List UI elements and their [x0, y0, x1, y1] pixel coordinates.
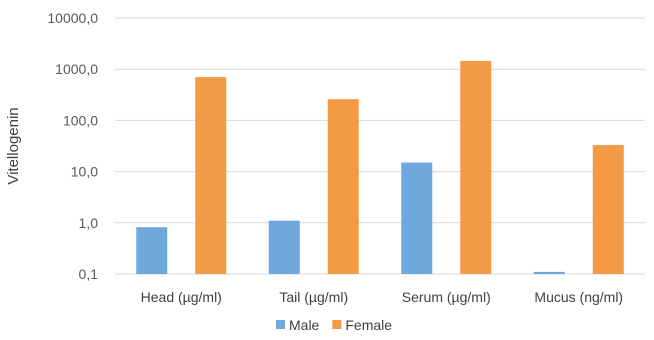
bar-female-2 — [327, 99, 359, 274]
x-category-label: Tail (µg/ml) — [279, 289, 348, 305]
gridlines — [115, 17, 645, 275]
legend-label-male: Male — [289, 317, 320, 333]
y-axis-label: Vitellogenin — [5, 107, 22, 184]
bars — [136, 60, 624, 274]
bar-male-3 — [401, 162, 433, 274]
bar-female-1 — [195, 77, 227, 274]
legend-swatch-female — [332, 320, 342, 329]
legend-label-female: Female — [345, 317, 392, 333]
bar-male-1 — [136, 227, 168, 274]
y-tick-label: 1000,0 — [55, 61, 98, 77]
x-category-label: Serum (µg/ml) — [402, 289, 491, 305]
y-tick-label: 0,1 — [79, 266, 99, 282]
x-category-label: Head (µg/ml) — [141, 289, 222, 305]
y-tick-label: 100,0 — [63, 112, 98, 128]
x-category-label: Mucus (ng/ml) — [534, 289, 623, 305]
bar-male-2 — [268, 220, 300, 274]
bar-female-4 — [592, 145, 624, 274]
y-tick-label: 10,0 — [71, 164, 98, 180]
y-axis-ticks: 0,1 1,0 10,0 100,0 1000,0 10000,0 — [47, 10, 98, 282]
y-tick-label: 1,0 — [79, 215, 99, 231]
legend-swatch-male — [276, 320, 285, 329]
y-tick-label: 10000,0 — [47, 10, 98, 26]
bar-female-3 — [460, 60, 492, 274]
bar-male-4 — [533, 271, 565, 274]
x-axis-categories: Head (µg/ml) Tail (µg/ml) Serum (µg/ml) Muc… — [141, 289, 623, 305]
legend: Male Female — [276, 317, 392, 333]
